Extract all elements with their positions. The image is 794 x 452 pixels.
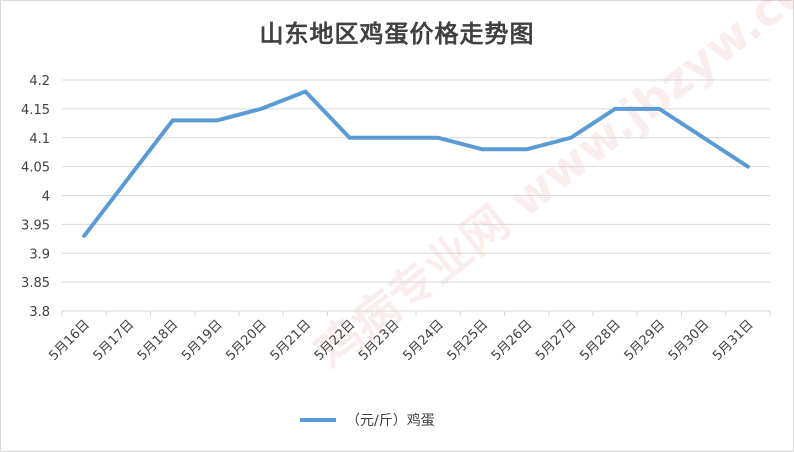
x-tick-label: 5月16日 xyxy=(46,317,93,364)
x-tick-label: 5月18日 xyxy=(135,317,182,364)
series-lines xyxy=(82,89,750,238)
x-tick-label: 5月20日 xyxy=(223,317,270,364)
y-tick-label: 4.05 xyxy=(21,161,50,176)
x-tick-label: 5月30日 xyxy=(666,317,713,364)
x-tick-label: 5月27日 xyxy=(533,317,580,364)
x-axis-labels: 5月16日5月17日5月18日5月19日5月20日5月21日5月22日5月23日… xyxy=(46,317,756,364)
x-tick-label: 5月22日 xyxy=(312,317,359,364)
y-tick-label: 4.2 xyxy=(29,74,50,89)
x-tick-label: 5月17日 xyxy=(91,317,138,364)
x-tick-label: 5月25日 xyxy=(445,317,492,364)
y-tick-label: 4.15 xyxy=(21,103,50,118)
legend-label: （元/斤）鸡蛋 xyxy=(346,413,435,429)
y-tick-label: 3.95 xyxy=(21,218,50,233)
legend: （元/斤）鸡蛋 xyxy=(300,410,435,430)
y-axis-labels: 3.8 3.85 3.9 3.95 4 4.05 4.1 4.15 4.2 xyxy=(21,74,50,320)
gridlines xyxy=(61,79,771,316)
y-tick-label: 3.9 xyxy=(29,247,50,262)
x-tick-label: 5月29日 xyxy=(622,317,669,364)
y-tick-label: 4.1 xyxy=(29,132,50,147)
chart-title: 山东地区鸡蛋价格走势图 xyxy=(259,20,535,48)
y-tick-label: 3.85 xyxy=(21,276,50,291)
x-tick-label: 5月19日 xyxy=(179,317,226,364)
x-tick-label: 5月21日 xyxy=(268,317,315,364)
x-tick-label: 5月24日 xyxy=(400,317,447,364)
x-tick-label: 5月31日 xyxy=(710,317,757,364)
x-tick-label: 5月28日 xyxy=(577,317,624,364)
y-tick-label: 4 xyxy=(42,190,50,205)
x-tick-label: 5月26日 xyxy=(489,317,536,364)
x-tick-label: 5月23日 xyxy=(356,317,403,364)
series-line xyxy=(82,89,750,238)
y-tick-label: 3.8 xyxy=(29,305,50,320)
legend-line-swatch xyxy=(300,418,336,422)
